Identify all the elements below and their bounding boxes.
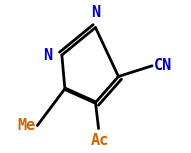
Text: N: N bbox=[44, 48, 53, 63]
Text: CN: CN bbox=[154, 58, 172, 73]
Text: Ac: Ac bbox=[91, 133, 109, 148]
Text: N: N bbox=[91, 5, 100, 20]
Text: Me: Me bbox=[18, 118, 36, 133]
